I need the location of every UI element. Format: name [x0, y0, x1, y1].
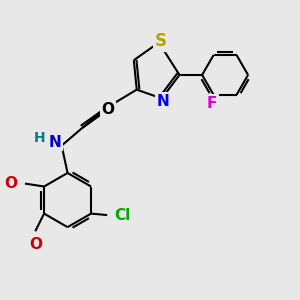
- Text: H: H: [34, 131, 45, 145]
- Text: O: O: [102, 102, 115, 117]
- Text: F: F: [207, 96, 217, 111]
- Text: Cl: Cl: [114, 208, 130, 223]
- Text: N: N: [49, 134, 61, 149]
- Text: O: O: [29, 237, 42, 252]
- Text: N: N: [157, 94, 169, 109]
- Text: O: O: [4, 176, 18, 191]
- Text: S: S: [154, 32, 166, 50]
